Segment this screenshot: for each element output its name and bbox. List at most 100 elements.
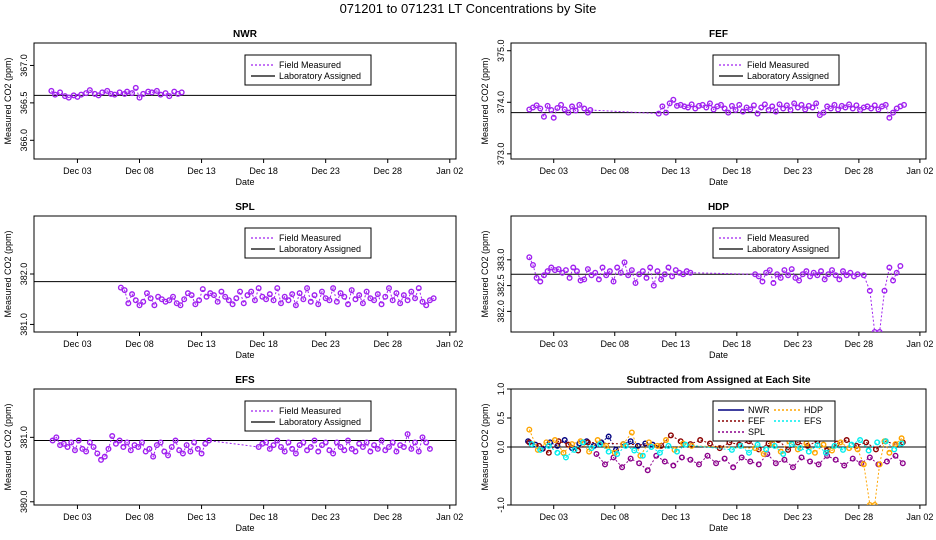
field-data-point bbox=[95, 92, 102, 99]
field-data-point bbox=[831, 101, 838, 108]
data-point-hdp bbox=[628, 429, 635, 436]
field-data-point bbox=[157, 91, 164, 98]
x-tick-label: Dec 08 bbox=[600, 339, 629, 349]
data-point-hdp bbox=[654, 442, 661, 449]
field-data-point bbox=[576, 101, 583, 108]
field-data-point bbox=[367, 448, 374, 455]
field-data-point bbox=[783, 102, 790, 109]
y-tick-label: 366.5 bbox=[19, 92, 29, 115]
field-data-point bbox=[105, 445, 112, 452]
panel-title: Subtracted from Assigned at Each Site bbox=[626, 375, 811, 386]
data-point-efs bbox=[728, 446, 735, 453]
field-data-point bbox=[772, 108, 779, 115]
x-tick-label: Dec 08 bbox=[600, 166, 629, 176]
field-data-point bbox=[791, 100, 798, 107]
field-data-point bbox=[356, 292, 363, 299]
field-data-point bbox=[304, 285, 311, 292]
field-data-point bbox=[769, 103, 776, 110]
field-data-point bbox=[821, 276, 828, 283]
data-point-efs bbox=[814, 442, 821, 449]
x-tick-label: Dec 08 bbox=[600, 512, 629, 522]
field-data-point bbox=[121, 287, 128, 294]
field-data-point bbox=[412, 295, 419, 302]
field-data-point bbox=[161, 448, 168, 455]
data-point-spl bbox=[738, 454, 745, 461]
data-point-fef bbox=[545, 449, 552, 456]
field-data-point bbox=[120, 444, 127, 451]
field-data-point bbox=[83, 448, 90, 455]
field-data-point bbox=[654, 268, 661, 275]
x-tick-label: Dec 13 bbox=[662, 339, 691, 349]
x-tick-label: Dec 03 bbox=[539, 512, 568, 522]
field-data-point bbox=[829, 267, 836, 274]
data-point-efs bbox=[780, 450, 787, 457]
field-data-point bbox=[747, 106, 754, 113]
field-data-point bbox=[218, 288, 225, 295]
data-point-efs bbox=[898, 440, 905, 447]
field-measured-line bbox=[529, 98, 905, 120]
field-data-point bbox=[614, 264, 621, 271]
data-point-spl bbox=[661, 458, 668, 465]
field-data-point bbox=[222, 293, 229, 300]
y-axis-label: Measured CO2 (ppm) bbox=[3, 57, 13, 144]
field-data-point bbox=[544, 268, 551, 275]
field-data-point bbox=[663, 109, 670, 116]
field-data-point bbox=[846, 101, 853, 108]
y-tick-label: 373.0 bbox=[496, 143, 506, 166]
field-data-point bbox=[732, 107, 739, 114]
field-data-point bbox=[625, 272, 632, 279]
field-data-point bbox=[78, 91, 85, 98]
data-point-spl bbox=[747, 458, 754, 465]
data-point-efs bbox=[631, 447, 638, 454]
field-data-point bbox=[570, 264, 577, 271]
legend-box bbox=[244, 400, 372, 432]
field-data-point bbox=[687, 269, 694, 276]
field-data-point bbox=[176, 447, 183, 454]
field-data-point bbox=[565, 109, 572, 116]
panel-title: EFS bbox=[235, 375, 255, 386]
field-data-point bbox=[199, 286, 206, 293]
field-data-point bbox=[359, 444, 366, 451]
plot-area bbox=[34, 281, 456, 309]
field-data-point bbox=[292, 302, 299, 309]
field-data-point bbox=[606, 268, 613, 275]
data-point-efs bbox=[797, 445, 804, 452]
field-data-point bbox=[277, 300, 284, 307]
data-point-efs bbox=[562, 454, 569, 461]
y-axis-label: Measured CO2 (ppm) bbox=[3, 230, 13, 317]
legend-label-spl: SPL bbox=[748, 427, 765, 437]
data-point-hdp bbox=[837, 439, 844, 446]
x-tick-label: Jan 02 bbox=[436, 166, 463, 176]
legend-label-field: Field Measured bbox=[279, 406, 341, 416]
field-data-point bbox=[802, 106, 809, 113]
field-data-point bbox=[352, 448, 359, 455]
data-point-efs bbox=[754, 441, 761, 448]
data-point-efs bbox=[763, 446, 770, 453]
field-data-point bbox=[754, 110, 761, 117]
field-data-point bbox=[886, 114, 893, 121]
y-tick-label: 381.0 bbox=[19, 313, 29, 336]
field-data-point bbox=[901, 101, 908, 108]
plot-frame bbox=[33, 388, 457, 506]
field-data-point bbox=[266, 445, 273, 452]
field-data-point bbox=[183, 442, 190, 449]
field-data-point bbox=[400, 444, 407, 451]
field-data-point bbox=[274, 285, 281, 292]
data-point-spl bbox=[653, 452, 660, 459]
data-point-spl bbox=[704, 452, 711, 459]
data-point-fef bbox=[667, 432, 674, 439]
field-data-point bbox=[263, 296, 270, 303]
data-point-hdp bbox=[637, 452, 644, 459]
x-tick-label: Dec 28 bbox=[845, 339, 874, 349]
data-point-efs bbox=[648, 444, 655, 451]
x-tick-label: Dec 18 bbox=[249, 512, 278, 522]
series-line-spl bbox=[596, 453, 904, 471]
x-tick-label: Dec 23 bbox=[311, 512, 340, 522]
panel-title: FEF bbox=[709, 29, 728, 40]
data-point-spl bbox=[824, 452, 831, 459]
field-data-point bbox=[198, 450, 205, 457]
data-point-hdp bbox=[854, 446, 861, 453]
field-data-point bbox=[170, 293, 177, 300]
data-point-efs bbox=[746, 449, 753, 456]
field-data-point bbox=[544, 102, 551, 109]
